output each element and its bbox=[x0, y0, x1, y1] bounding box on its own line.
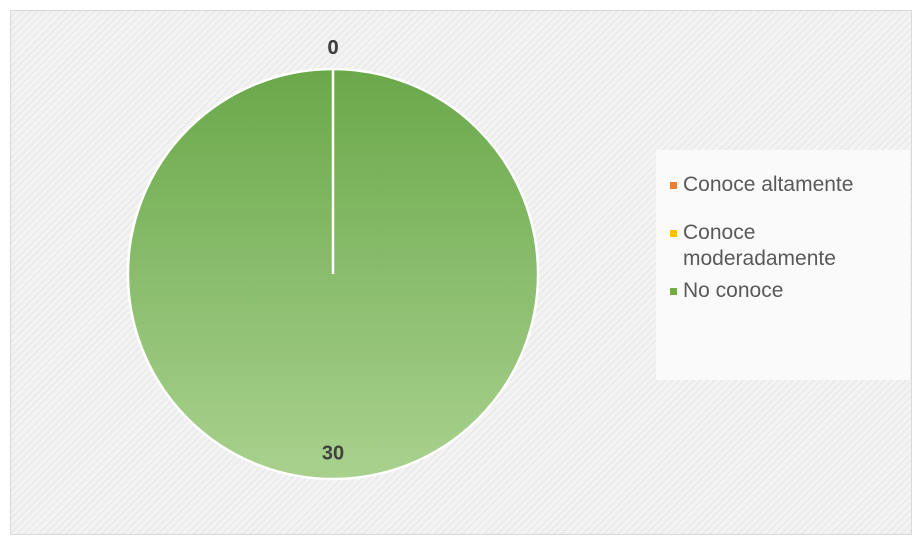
legend-label: Conoce moderadamente bbox=[683, 221, 836, 270]
legend-entry: Conoce altamente bbox=[670, 172, 900, 198]
legend: Conoce altamente Conoce moderadamente No c… bbox=[656, 150, 910, 380]
legend-key bbox=[670, 230, 677, 237]
data-label: 0 bbox=[327, 37, 338, 59]
legend-entry: No conoce bbox=[670, 278, 900, 304]
data-label: 0 bbox=[327, 37, 338, 59]
slice bbox=[126, 67, 540, 481]
legend-key bbox=[670, 182, 677, 189]
legend-entry: Conoce moderadamente bbox=[670, 220, 900, 272]
legend-label: No conoce bbox=[683, 279, 784, 302]
legend-label: Conoce altamente bbox=[683, 173, 854, 196]
legend-key bbox=[670, 288, 677, 295]
data-label: 30 bbox=[322, 443, 344, 465]
